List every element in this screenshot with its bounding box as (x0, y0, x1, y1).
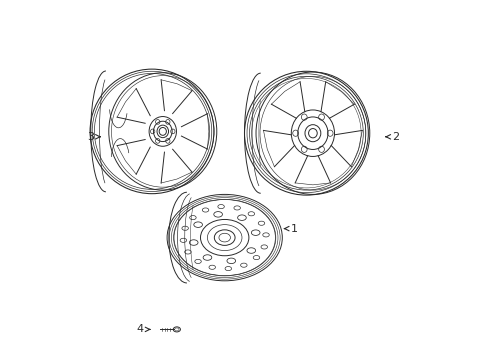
Text: 1: 1 (284, 224, 297, 234)
Text: 4: 4 (136, 324, 149, 334)
Text: 3: 3 (87, 132, 100, 142)
Text: 2: 2 (385, 132, 398, 142)
